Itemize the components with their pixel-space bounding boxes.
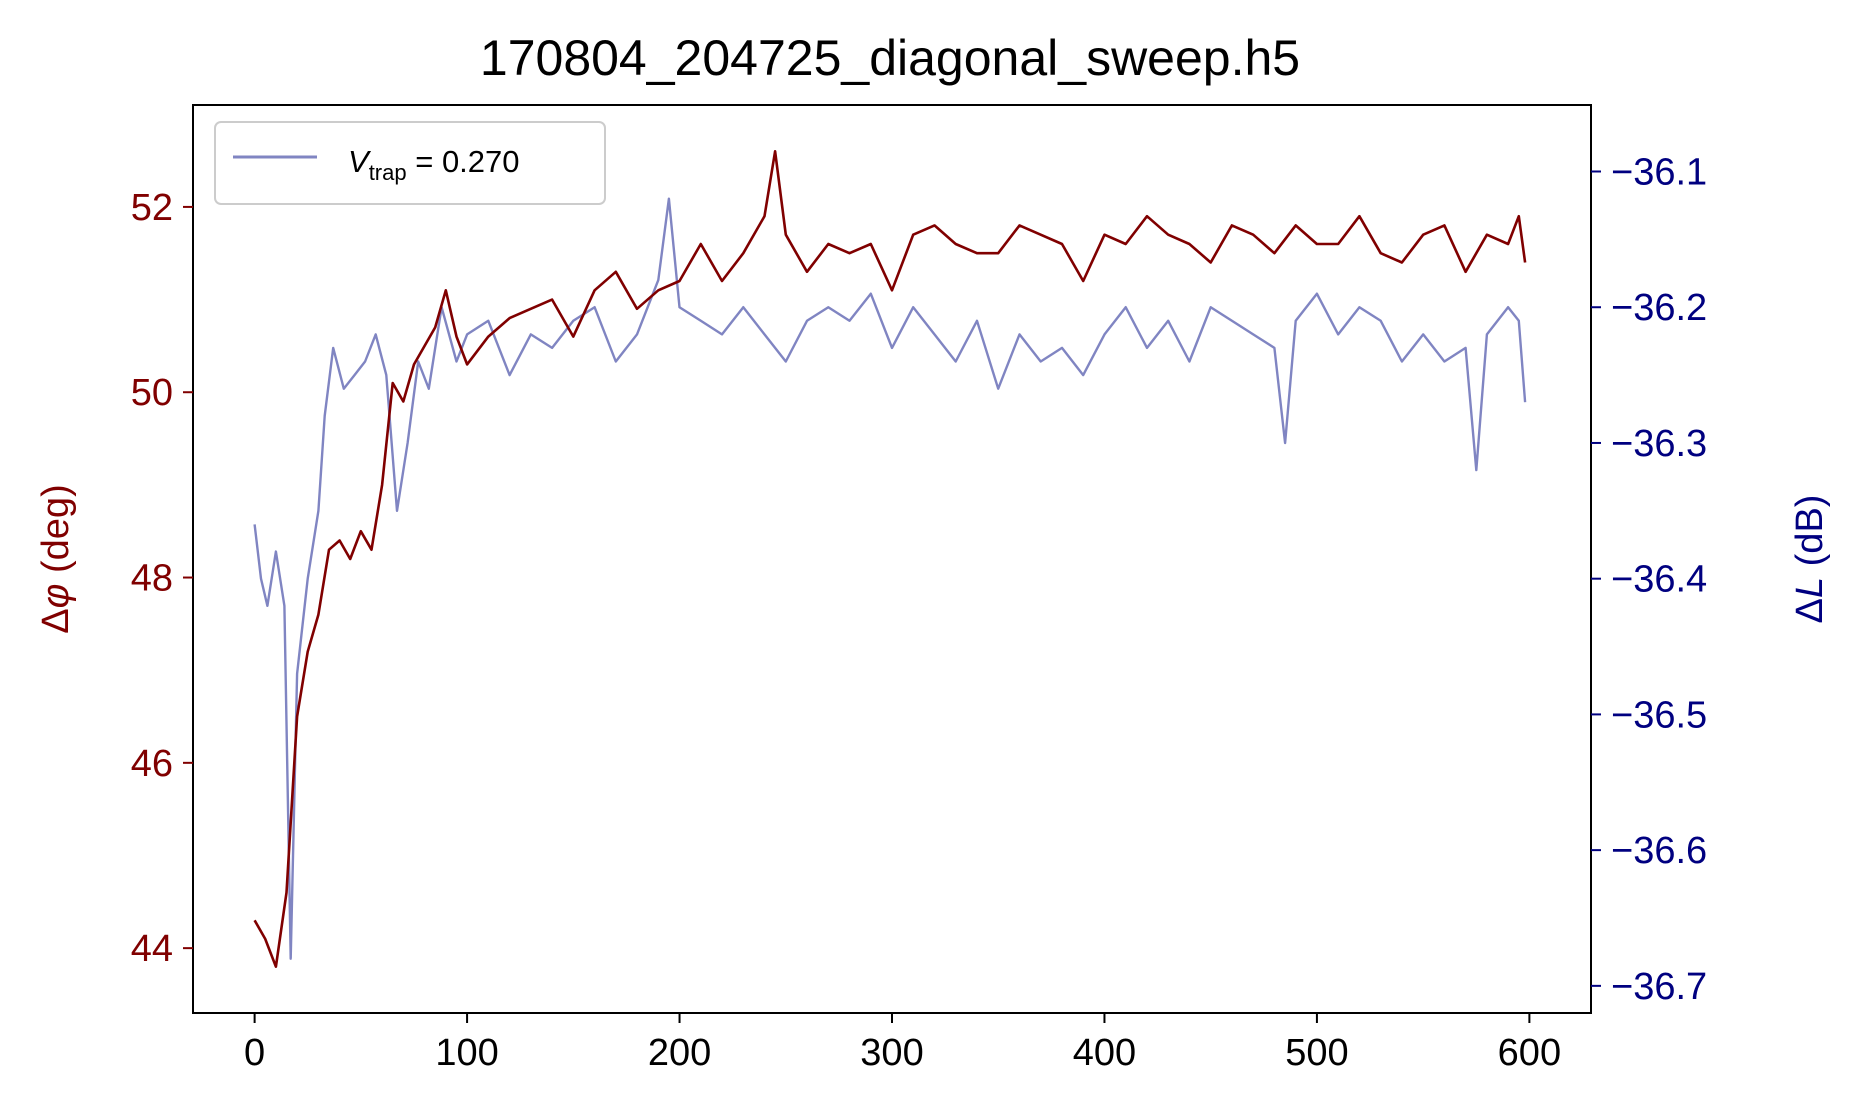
x-tick-label-200: 200 [648,1032,711,1074]
series-layer [253,150,1527,969]
y-right-tick-label-1: −36.2 [1611,287,1707,329]
y-right-tick-label-3: −36.4 [1611,559,1707,601]
y-left-tick-label-46: 46 [131,743,173,785]
y-axis-right-label: ΔL (dB) [1789,495,1831,624]
series-line-loss [253,197,1527,960]
x-axis: 0 100 200 300 400 500 600 [244,1013,1561,1074]
y-axis-left-label: Δφ (deg) [35,484,77,633]
y-axis-left: 44 46 48 50 52 [131,187,193,970]
legend-box [214,121,606,205]
y-left-tick-label-48: 48 [131,558,173,600]
y-right-tick-label-6: −36.7 [1611,966,1707,1008]
y-right-tick-label-5: −36.6 [1611,830,1707,872]
series-line-phase [253,150,1527,969]
y-left-tick-label-50: 50 [131,372,173,414]
y-left-tick-label-52: 52 [131,187,173,229]
y-left-tick-label-44: 44 [131,928,173,970]
x-tick-label-300: 300 [860,1032,923,1074]
x-tick-label-600: 600 [1498,1032,1561,1074]
x-tick-label-0: 0 [244,1032,265,1074]
y-right-tick-label-2: −36.3 [1611,423,1707,465]
x-tick-label-100: 100 [435,1032,498,1074]
plot-frame [192,104,1592,1014]
y-axis-right: −36.1 −36.2 −36.3 −36.4 −36.5 −36.6 −36.7 [1591,152,1707,1008]
legend: Vtrap = 0.270 [214,121,606,205]
chart-title: 170804_204725_diagonal_sweep.h5 [480,30,1300,86]
x-tick-label-400: 400 [1073,1032,1136,1074]
x-tick-label-500: 500 [1285,1032,1348,1074]
y-right-tick-label-4: −36.5 [1611,694,1707,736]
legend-label: Vtrap = 0.270 [348,144,520,185]
plot-area [192,104,1592,1014]
y-right-tick-label-0: −36.1 [1611,152,1707,194]
